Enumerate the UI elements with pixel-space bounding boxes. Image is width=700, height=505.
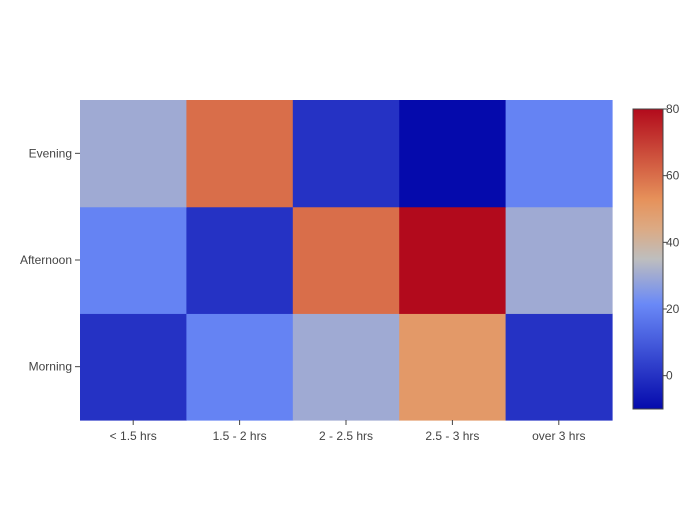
y-tick-label: Evening <box>29 146 72 160</box>
heatmap-cell <box>399 206 507 314</box>
heatmap-cell <box>186 100 294 208</box>
y-tick-label: Afternoon <box>20 253 72 267</box>
heatmap-cell <box>505 100 613 208</box>
heatmap-cell <box>292 100 400 208</box>
heatmap-cells <box>80 100 613 421</box>
x-axis: < 1.5 hrs 1.5 - 2 hrs 2 - 2.5 hrs 2.5 - 3 h… <box>110 420 585 443</box>
y-axis: Morning Afternoon Evening <box>20 146 80 374</box>
heatmap-cell <box>80 206 187 314</box>
y-tick-label: Morning <box>29 360 72 374</box>
colorbar: 0 20 40 60 80 <box>632 102 680 410</box>
heatmap-cell <box>186 206 294 314</box>
x-tick-label: < 1.5 hrs <box>110 429 157 443</box>
heatmap-cell <box>399 313 507 421</box>
x-tick-label: 2 - 2.5 hrs <box>319 429 373 443</box>
colorbar-tick-label: 40 <box>666 235 680 249</box>
heatmap-cell <box>399 100 507 208</box>
colorbar-tick-label: 0 <box>666 369 673 383</box>
x-tick-label: 1.5 - 2 hrs <box>213 429 267 443</box>
heatmap-cell <box>80 313 187 421</box>
colorbar-tick-label: 80 <box>666 102 680 116</box>
colorbar-tick-label: 20 <box>666 302 680 316</box>
heatmap-cell <box>292 206 400 314</box>
colorbar-gradient <box>632 108 664 410</box>
heatmap-cell <box>505 313 613 421</box>
heatmap-cell <box>186 313 294 421</box>
heatmap-cell <box>505 206 613 314</box>
colorbar-tick-label: 60 <box>666 169 680 183</box>
heatmap-cell <box>292 313 400 421</box>
heatmap-cell <box>80 100 187 208</box>
x-tick-label: over 3 hrs <box>532 429 585 443</box>
x-tick-label: 2.5 - 3 hrs <box>425 429 479 443</box>
